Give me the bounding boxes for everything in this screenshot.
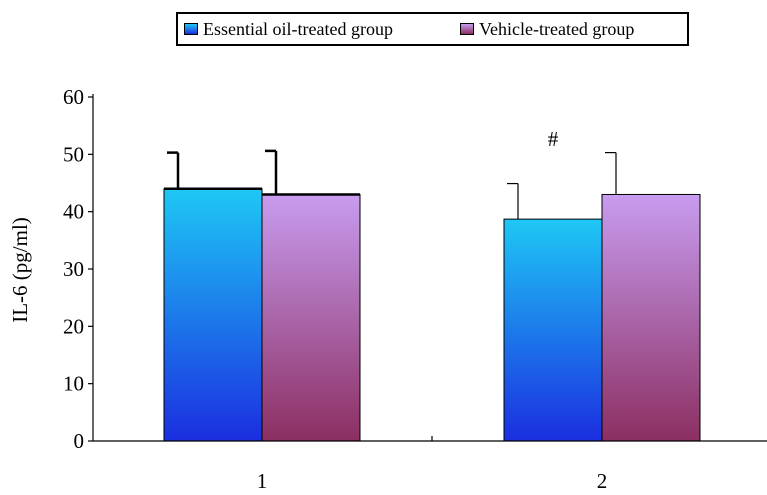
legend-swatch-series-2 xyxy=(460,23,474,35)
bar-series-1-cat-1 xyxy=(163,188,263,442)
bar-series-2-cat-2 xyxy=(601,193,701,442)
legend-swatch-series-1 xyxy=(184,23,198,35)
bar-series-1-cat-2 xyxy=(503,218,603,442)
y-tick-label-20: 20 xyxy=(63,314,84,338)
legend-label-series-1: Essential oil-treated group xyxy=(203,19,393,39)
y-tick-label-0: 0 xyxy=(74,429,85,453)
x-tick-label-1: 1 xyxy=(257,469,268,493)
bar-series-2-cat-1 xyxy=(261,193,361,442)
legend-label-series-2: Vehicle-treated group xyxy=(479,19,635,39)
significance-annotation-1: # xyxy=(548,127,559,151)
y-axis-label: IL-6 (pg/ml) xyxy=(8,217,32,323)
x-tick-label-2: 2 xyxy=(597,469,608,493)
y-tick-label-60: 60 xyxy=(63,85,84,109)
y-tick-label-40: 40 xyxy=(63,200,84,224)
y-tick-label-50: 50 xyxy=(63,142,84,166)
chart-legend: Essential oil-treated group Vehicle-trea… xyxy=(176,12,689,46)
y-tick-label-10: 10 xyxy=(63,372,84,396)
y-tick-label-30: 30 xyxy=(63,257,84,281)
